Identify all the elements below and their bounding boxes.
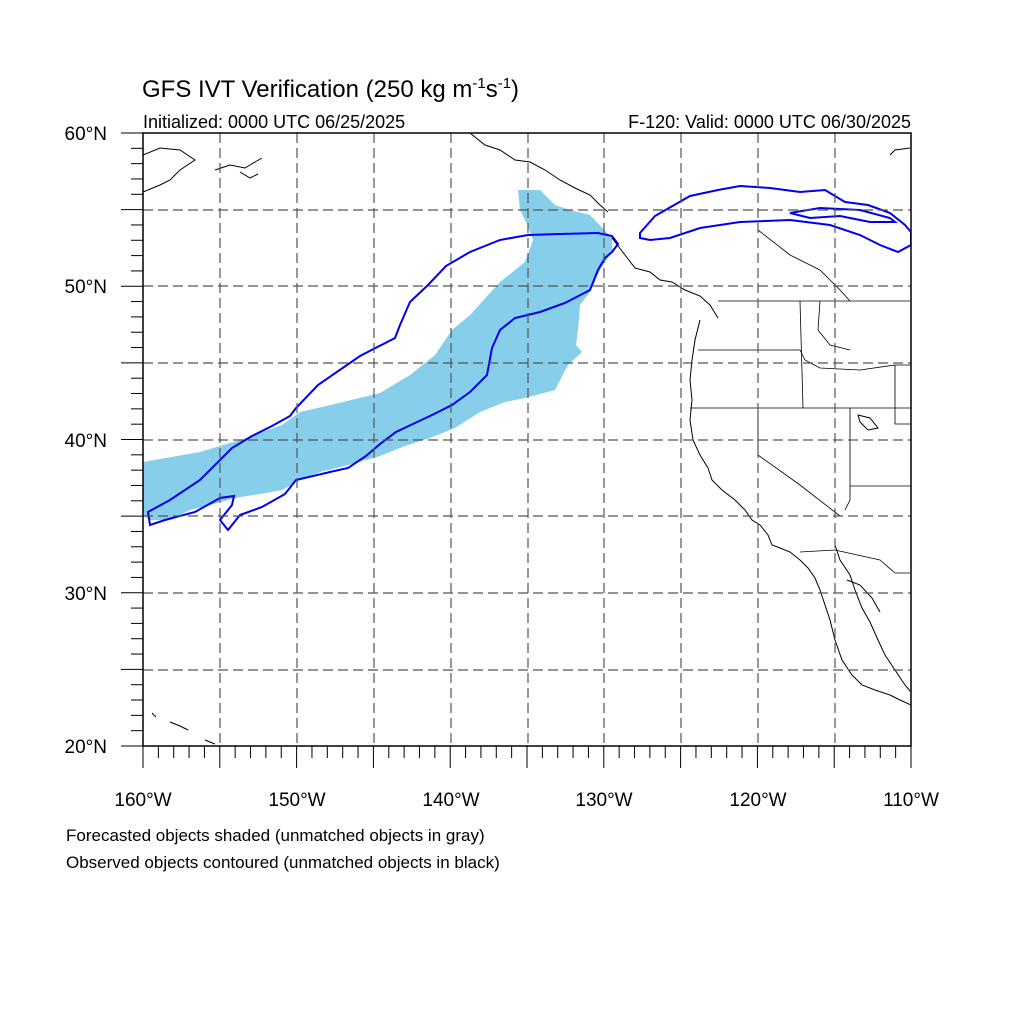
- lat-label-30: 30°N: [65, 584, 107, 605]
- plot-title: GFS IVT Verification (250 kg m-1s-1): [142, 75, 519, 103]
- observed-ivt-contour-main: [146, 231, 620, 532]
- initialized-label: Initialized: 0000 UTC 06/25/2025: [143, 112, 405, 132]
- observed-ivt-contour-island: [789, 206, 898, 223]
- lon-label-160w: 160°W: [114, 790, 171, 811]
- observed-ivt-contour-canada: [639, 184, 911, 254]
- footnote-observed: Observed objects contoured (unmatched ob…: [66, 853, 500, 872]
- map-grid: [143, 133, 911, 746]
- lat-label-50: 50°N: [65, 277, 107, 298]
- footnote-forecast: Forecasted objects shaded (unmatched obj…: [66, 826, 485, 845]
- longitude-labels: 160°W 150°W 140°W 130°W 120°W 110°W: [114, 790, 939, 811]
- lat-label-40: 40°N: [65, 431, 107, 452]
- lon-label-130w: 130°W: [575, 790, 632, 811]
- political-borders: [690, 229, 911, 574]
- lon-label-150w: 150°W: [268, 790, 325, 811]
- forecast-ivt-object: [143, 190, 612, 520]
- axis-ticks: [121, 132, 912, 768]
- lat-label-20: 20°N: [65, 737, 107, 758]
- lat-label-60: 60°N: [65, 124, 107, 145]
- lon-label-140w: 140°W: [422, 790, 479, 811]
- lon-label-120w: 120°W: [729, 790, 786, 811]
- valid-label: F-120: Valid: 0000 UTC 06/30/2025: [628, 112, 911, 132]
- lon-label-110w: 110°W: [883, 790, 939, 811]
- latitude-labels: 60°N 50°N 40°N 30°N 20°N: [65, 124, 107, 758]
